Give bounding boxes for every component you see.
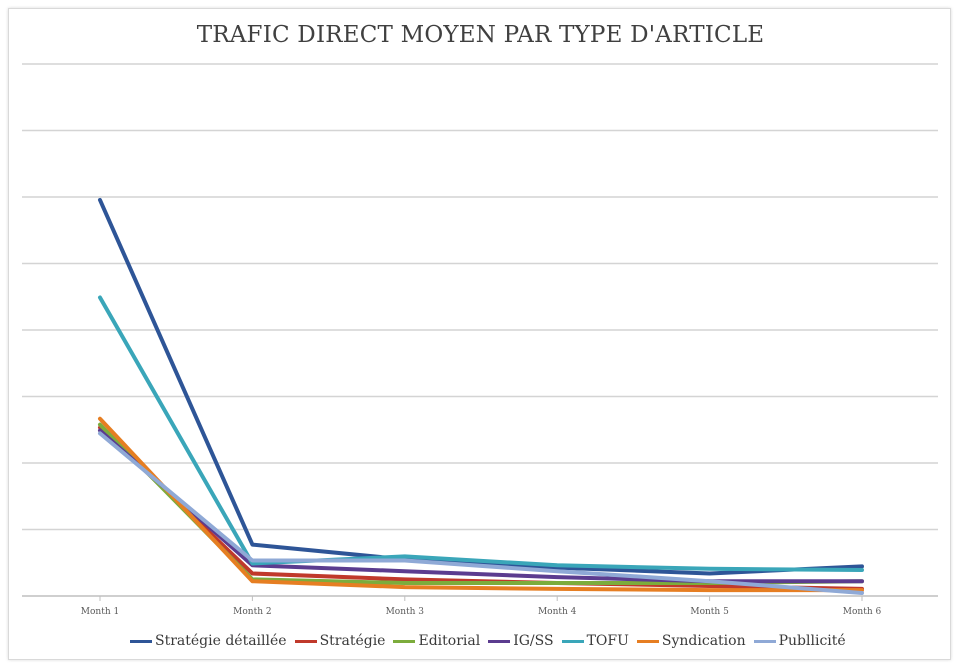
legend-item: Syndication xyxy=(636,633,746,649)
x-tick-label: Month 5 xyxy=(690,607,729,617)
x-tick-label: Month 3 xyxy=(386,607,425,617)
series-line-0 xyxy=(98,198,864,576)
legend-swatch xyxy=(561,639,584,643)
legend-label: Stratégie xyxy=(319,633,386,649)
legend-label: IG/SS xyxy=(513,633,554,649)
legend-swatch xyxy=(636,639,659,643)
legend-swatch xyxy=(488,639,511,643)
legend-item: Stratégie xyxy=(294,633,386,649)
legend-swatch xyxy=(294,639,317,643)
legend-label: TOFU xyxy=(586,633,629,649)
legend-item: Editorial xyxy=(393,633,480,649)
series-line-3 xyxy=(98,428,864,584)
chart-title: TRAFIC DIRECT MOYEN PAR TYPE D'ARTICLE xyxy=(196,22,765,48)
legend-swatch xyxy=(130,639,152,643)
x-tick-label: Month 1 xyxy=(81,607,119,617)
series-lines xyxy=(98,198,864,595)
legend-swatch xyxy=(393,639,416,643)
legend-item: IG/SS xyxy=(488,633,554,649)
legend-item: Publlicité xyxy=(753,633,846,649)
gridlines xyxy=(22,63,938,597)
chart-frame xyxy=(8,8,951,660)
series-line-4 xyxy=(98,295,864,572)
legend-label: Stratégie détaillée xyxy=(155,633,287,649)
x-tick-label: Month 2 xyxy=(233,607,271,617)
legend-swatch xyxy=(753,639,776,643)
legend-label: Publlicité xyxy=(778,633,846,649)
legend-item: Stratégie détaillée xyxy=(130,633,287,649)
x-tick-label: Month 6 xyxy=(843,607,882,617)
legend-item: TOFU xyxy=(561,633,629,649)
legend-label: Syndication xyxy=(661,633,746,649)
legend-label: Editorial xyxy=(418,633,481,649)
x-axis: Month 1 Month 2 Month 3 Month 4 Month 5 Month… xyxy=(81,596,882,617)
legend: Stratégie détaillée Stratégie Editorial IG/… xyxy=(130,626,870,656)
series-line-5 xyxy=(98,416,864,593)
series-line-6 xyxy=(98,431,864,595)
x-tick-label: Month 4 xyxy=(538,607,577,617)
